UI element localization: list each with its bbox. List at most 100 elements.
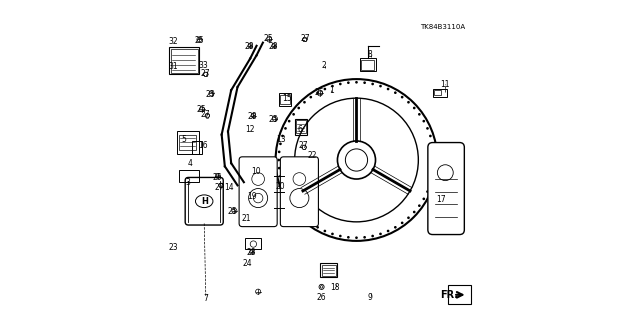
Text: 27: 27 bbox=[214, 183, 224, 192]
Circle shape bbox=[348, 237, 349, 238]
Circle shape bbox=[433, 159, 435, 161]
FancyBboxPatch shape bbox=[185, 178, 223, 225]
Bar bbox=[177, 132, 199, 154]
Circle shape bbox=[285, 128, 286, 129]
Circle shape bbox=[401, 97, 403, 98]
Circle shape bbox=[356, 237, 357, 238]
Text: 25: 25 bbox=[269, 115, 278, 124]
Circle shape bbox=[289, 198, 290, 199]
Circle shape bbox=[401, 222, 403, 223]
Circle shape bbox=[430, 135, 431, 137]
Text: 13: 13 bbox=[276, 135, 286, 144]
Text: 28: 28 bbox=[246, 248, 255, 257]
Circle shape bbox=[433, 151, 435, 153]
Circle shape bbox=[278, 159, 280, 161]
Text: 15: 15 bbox=[282, 94, 292, 103]
Bar bbox=[296, 120, 306, 133]
Bar bbox=[179, 135, 196, 150]
Text: 17: 17 bbox=[436, 195, 446, 204]
Text: 27: 27 bbox=[201, 109, 211, 118]
Text: 22: 22 bbox=[308, 151, 317, 160]
Circle shape bbox=[280, 143, 281, 144]
Circle shape bbox=[332, 233, 333, 235]
Text: 9: 9 bbox=[368, 293, 372, 302]
Bar bbox=[246, 238, 261, 249]
Circle shape bbox=[332, 85, 333, 87]
Circle shape bbox=[310, 97, 312, 98]
Bar bbox=[434, 90, 441, 95]
Text: 14: 14 bbox=[224, 183, 234, 192]
Text: 33: 33 bbox=[198, 61, 209, 70]
Circle shape bbox=[317, 92, 318, 93]
Bar bbox=[361, 60, 374, 69]
Text: 11: 11 bbox=[440, 80, 449, 89]
Circle shape bbox=[430, 183, 431, 185]
Circle shape bbox=[324, 230, 326, 232]
Circle shape bbox=[278, 167, 280, 169]
Text: 25: 25 bbox=[196, 105, 206, 114]
Bar bbox=[433, 89, 447, 97]
Bar bbox=[171, 49, 198, 73]
Circle shape bbox=[432, 143, 433, 144]
Bar bbox=[360, 59, 376, 71]
Circle shape bbox=[408, 217, 409, 218]
Circle shape bbox=[423, 121, 424, 122]
Circle shape bbox=[340, 236, 341, 237]
Bar bbox=[179, 170, 200, 182]
Circle shape bbox=[419, 114, 420, 115]
Circle shape bbox=[304, 217, 305, 218]
Bar bbox=[280, 95, 290, 105]
Circle shape bbox=[278, 151, 280, 153]
Text: 25: 25 bbox=[264, 34, 273, 43]
Bar bbox=[449, 285, 470, 304]
Circle shape bbox=[433, 167, 435, 169]
Text: H: H bbox=[201, 197, 207, 206]
Text: 25: 25 bbox=[212, 173, 221, 182]
Text: 28: 28 bbox=[248, 112, 257, 121]
FancyBboxPatch shape bbox=[428, 142, 465, 235]
Text: 28: 28 bbox=[268, 42, 278, 51]
Text: 16: 16 bbox=[198, 141, 207, 150]
Circle shape bbox=[293, 114, 294, 115]
Text: 12: 12 bbox=[245, 125, 254, 134]
Circle shape bbox=[356, 82, 357, 83]
Text: 1: 1 bbox=[329, 86, 333, 95]
Circle shape bbox=[280, 176, 281, 177]
Circle shape bbox=[387, 230, 388, 232]
Circle shape bbox=[387, 88, 388, 90]
Circle shape bbox=[380, 85, 381, 87]
Circle shape bbox=[304, 102, 305, 103]
Circle shape bbox=[310, 222, 312, 223]
Text: 25: 25 bbox=[195, 36, 204, 44]
Bar bbox=[321, 265, 336, 276]
Circle shape bbox=[419, 205, 420, 206]
Circle shape bbox=[340, 83, 341, 84]
Text: 27: 27 bbox=[299, 141, 308, 150]
Text: 28: 28 bbox=[245, 42, 254, 51]
Text: 25: 25 bbox=[228, 207, 237, 216]
Circle shape bbox=[408, 102, 409, 103]
Text: 5: 5 bbox=[182, 135, 187, 144]
Circle shape bbox=[380, 233, 381, 235]
Circle shape bbox=[395, 227, 396, 228]
Text: 24: 24 bbox=[242, 259, 252, 268]
Text: 23: 23 bbox=[168, 243, 178, 252]
Text: 32: 32 bbox=[168, 36, 178, 45]
Circle shape bbox=[285, 191, 286, 192]
Text: 31: 31 bbox=[168, 62, 179, 71]
Circle shape bbox=[372, 83, 373, 84]
Text: 26: 26 bbox=[316, 292, 326, 301]
Text: 7: 7 bbox=[204, 294, 208, 303]
Text: 27: 27 bbox=[200, 69, 210, 78]
Circle shape bbox=[282, 135, 283, 137]
FancyBboxPatch shape bbox=[280, 157, 319, 227]
Text: 8: 8 bbox=[368, 50, 372, 59]
Text: 25: 25 bbox=[314, 88, 324, 97]
Circle shape bbox=[293, 205, 294, 206]
Text: 3: 3 bbox=[185, 178, 190, 187]
Circle shape bbox=[348, 82, 349, 83]
Circle shape bbox=[282, 183, 283, 185]
Text: FR.: FR. bbox=[440, 290, 458, 300]
Text: 20: 20 bbox=[276, 182, 285, 191]
Bar bbox=[279, 93, 291, 106]
